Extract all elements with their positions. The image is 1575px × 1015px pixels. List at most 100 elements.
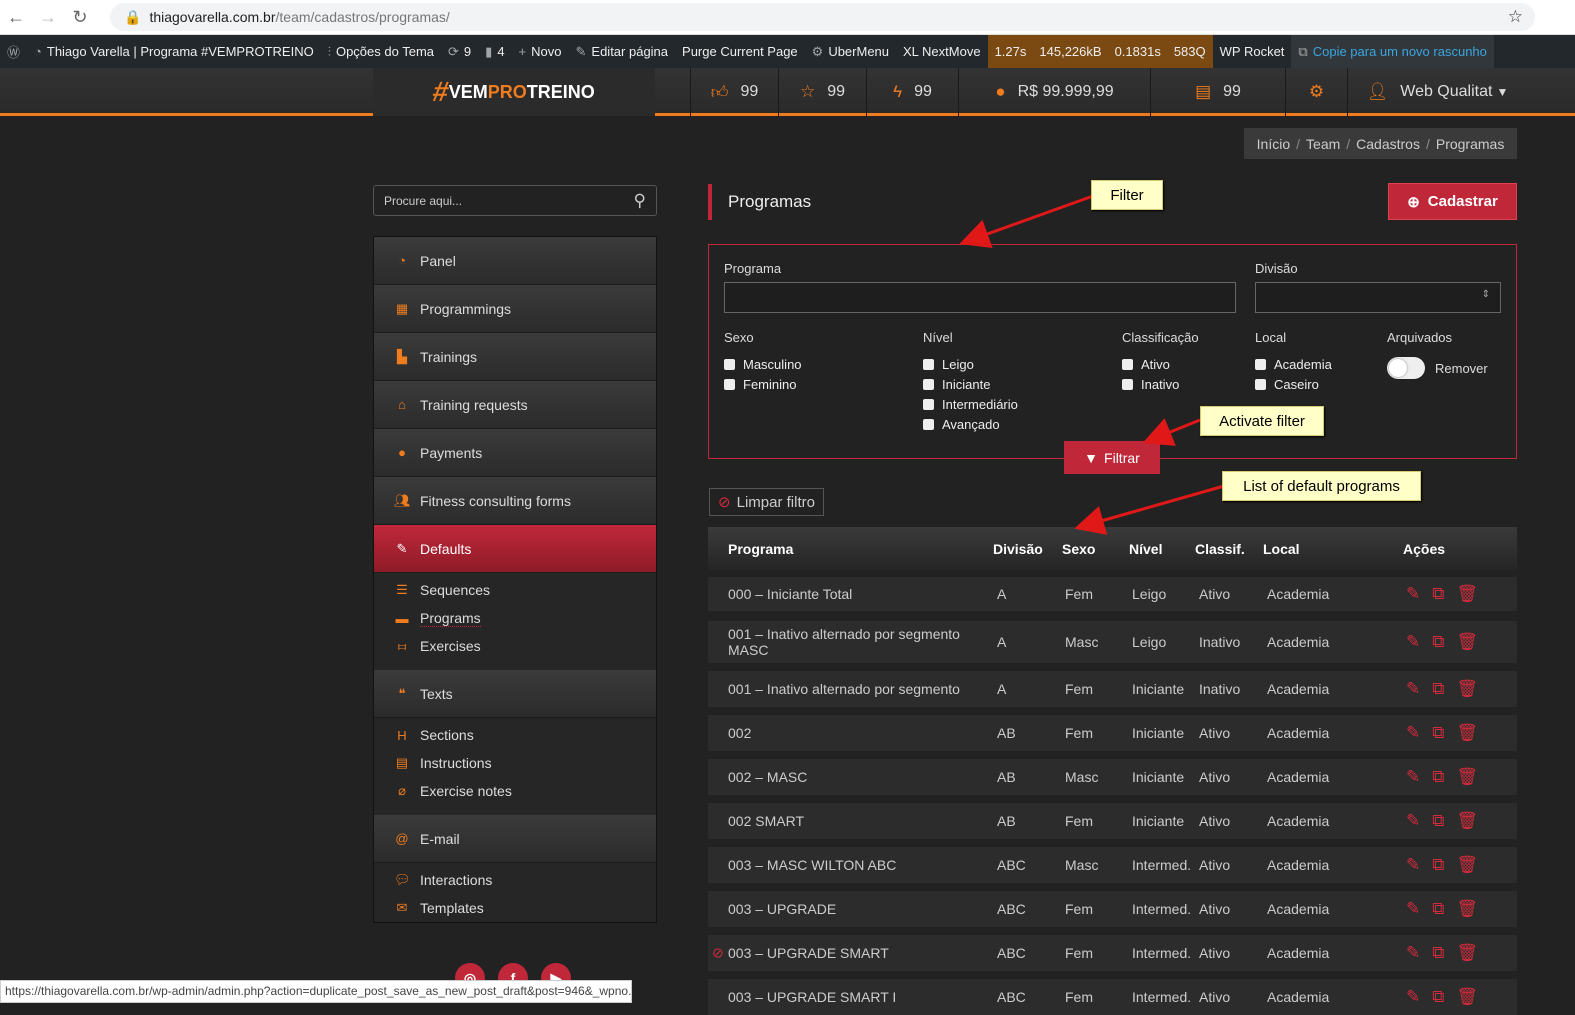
edit-icon[interactable]: ✎	[1406, 899, 1421, 918]
col-classif[interactable]: Classif.	[1195, 540, 1245, 557]
breadcrumb-team[interactable]: Team	[1306, 135, 1341, 152]
col-sexo[interactable]: Sexo	[1062, 540, 1096, 557]
edit-icon[interactable]: ✎	[1406, 943, 1421, 962]
comments[interactable]: ▮ 4	[478, 35, 511, 68]
sidebar-sub-instructions[interactable]: ▤ Instructions	[374, 749, 656, 777]
breadcrumb-cadastros[interactable]: Cadastros	[1356, 135, 1420, 152]
trash-icon[interactable]: 🗑︎	[1456, 767, 1478, 786]
search-input[interactable]: Procure aqui... ⚲	[373, 185, 657, 216]
sidebar-item-training-requests[interactable]: ⌂ Training requests	[374, 381, 656, 429]
filtrar-button[interactable]: ▼ Filtrar	[1064, 441, 1160, 474]
programa-input[interactable]	[724, 282, 1236, 313]
bolts-stat[interactable]: ϟ 99	[866, 68, 958, 116]
trash-icon[interactable]: 🗑︎	[1456, 899, 1478, 918]
nextmove[interactable]: XL NextMove	[896, 35, 988, 68]
checkbox-inativo[interactable]: Inativo	[1122, 374, 1199, 394]
sidebar-item-payments[interactable]: ● Payments	[374, 429, 656, 477]
ubermenu[interactable]: ⚙ UberMenu	[805, 35, 896, 68]
theme-options[interactable]: ⫶ Opções do Tema	[321, 35, 441, 68]
edit-page[interactable]: ✎ Editar página	[569, 35, 676, 68]
trash-icon[interactable]: 🗑︎	[1456, 584, 1478, 603]
star-icon[interactable]: ☆	[1507, 7, 1523, 26]
col-divisao[interactable]: Divisão	[993, 540, 1043, 557]
edit-icon[interactable]: ✎	[1406, 987, 1421, 1006]
checkbox-caseiro[interactable]: Caseiro	[1255, 374, 1332, 394]
sidebar-sub-sections[interactable]: H Sections	[374, 721, 656, 749]
money-stat[interactable]: ● R$ 99.999,99	[958, 68, 1150, 116]
purge-cache[interactable]: Purge Current Page	[675, 35, 805, 68]
duplicate-icon[interactable]: ⧉	[1432, 987, 1445, 1006]
edit-icon[interactable]: ✎	[1406, 811, 1421, 830]
sidebar-sub-sequences[interactable]: ☰ Sequences	[374, 576, 656, 604]
duplicate-icon[interactable]: ⧉	[1432, 811, 1445, 830]
user-menu[interactable]: 👤︎ Web Qualitat ▼	[1347, 68, 1527, 116]
breadcrumb-inicio[interactable]: Início	[1256, 135, 1291, 152]
trash-icon[interactable]: 🗑︎	[1456, 987, 1478, 1006]
cadastrar-button[interactable]: ⊕ Cadastrar	[1388, 183, 1517, 220]
checkbox-ativo[interactable]: Ativo	[1122, 354, 1199, 374]
checkbox-feminino[interactable]: Feminino	[724, 374, 802, 394]
new-item[interactable]: + Novo	[512, 35, 569, 68]
edit-icon[interactable]: ✎	[1406, 767, 1421, 786]
updates[interactable]: ⟳ 9	[441, 35, 478, 68]
sidebar-item-fitness-forms[interactable]: 👥︎ Fitness consulting forms	[374, 477, 656, 525]
sidebar-item-email[interactable]: @ E-mail	[374, 815, 656, 863]
sidebar-item-texts[interactable]: ❝ Texts	[374, 670, 656, 718]
remover-toggle[interactable]	[1387, 357, 1425, 379]
trash-icon[interactable]: 🗑︎	[1456, 632, 1478, 651]
checkbox-leigo[interactable]: Leigo	[923, 354, 1018, 374]
col-nivel[interactable]: Nível	[1129, 540, 1163, 557]
col-local[interactable]: Local	[1263, 540, 1300, 557]
site-link[interactable]: ◔ Thiago Varella | Programa #VEMPROTREINO	[27, 35, 321, 68]
likes-stat[interactable]: 👍︎ 99	[690, 68, 778, 116]
duplicate-icon[interactable]: ⧉	[1432, 899, 1445, 918]
wp-rocket[interactable]: WP Rocket	[1213, 35, 1292, 68]
edit-icon[interactable]: ✎	[1406, 723, 1421, 742]
duplicate-icon[interactable]: ⧉	[1432, 632, 1445, 651]
sidebar-item-panel[interactable]: ◔ Panel	[374, 237, 656, 285]
query-monitor[interactable]: 1.27s 145,226kB 0.1831s 583Q	[987, 35, 1213, 68]
trash-icon[interactable]: 🗑︎	[1456, 679, 1478, 698]
trash-icon[interactable]: 🗑︎	[1456, 723, 1478, 742]
sidebar-sub-templates[interactable]: ✉ Templates	[374, 894, 656, 922]
duplicate-icon[interactable]: ⧉	[1432, 943, 1445, 962]
edit-icon[interactable]: ✎	[1406, 632, 1421, 651]
col-programa[interactable]: Programa	[728, 540, 794, 557]
checkbox-avancado[interactable]: Avançado	[923, 414, 1018, 434]
sidebar-item-defaults[interactable]: ✎ Defaults	[374, 525, 656, 573]
wp-logo[interactable]: Ⓦ	[0, 35, 27, 68]
edit-icon[interactable]: ✎	[1406, 584, 1421, 603]
duplicate-icon[interactable]: ⧉	[1432, 584, 1445, 603]
reload-icon[interactable]: ↻	[72, 6, 88, 27]
checkbox-academia[interactable]: Academia	[1255, 354, 1332, 374]
docs-stat[interactable]: ▤ 99	[1150, 68, 1285, 116]
sidebar-sub-interactions[interactable]: 💬︎ Interactions	[374, 866, 656, 894]
search-icon[interactable]: ⚲	[633, 190, 646, 210]
sidebar-sub-exercise-notes[interactable]: ⌀ Exercise notes	[374, 777, 656, 805]
trash-icon[interactable]: 🗑︎	[1456, 855, 1478, 874]
checkbox-masculino[interactable]: Masculino	[724, 354, 802, 374]
checkbox-iniciante[interactable]: Iniciante	[923, 374, 1018, 394]
trash-icon[interactable]: 🗑︎	[1456, 943, 1478, 962]
duplicate-icon[interactable]: ⧉	[1432, 855, 1445, 874]
duplicate-icon[interactable]: ⧉	[1432, 679, 1445, 698]
sidebar-item-trainings[interactable]: ▙ Trainings	[374, 333, 656, 381]
duplicate-icon[interactable]: ⧉	[1432, 723, 1445, 742]
edit-icon[interactable]: ✎	[1406, 855, 1421, 874]
edit-icon[interactable]: ✎	[1406, 679, 1421, 698]
divisao-select[interactable]: ⇕	[1255, 282, 1501, 313]
logo[interactable]: # VEMPROTREINO	[373, 68, 655, 116]
limpar-filtro-button[interactable]: ⊘ Limpar filtro	[709, 488, 824, 516]
checkbox-intermediario[interactable]: Intermediário	[923, 394, 1018, 414]
sidebar-sub-programs[interactable]: ▬ Programs	[374, 604, 656, 632]
address-bar[interactable]: 🔒 thiagovarella.com.br/team/cadastros/pro…	[110, 3, 1535, 31]
sidebar-sub-exercises[interactable]: ⧦ Exercises	[374, 632, 656, 660]
forward-icon[interactable]: →	[39, 6, 57, 27]
back-icon[interactable]: ←	[7, 6, 25, 27]
duplicate-icon[interactable]: ⧉	[1432, 767, 1445, 786]
settings-button[interactable]: ⚙	[1285, 68, 1347, 116]
trash-icon[interactable]: 🗑︎	[1456, 811, 1478, 830]
sidebar-item-programmings[interactable]: ▦ Programmings	[374, 285, 656, 333]
copy-draft[interactable]: ⧉ Copie para um novo rascunho	[1291, 35, 1494, 68]
stars-stat[interactable]: ☆ 99	[778, 68, 866, 116]
